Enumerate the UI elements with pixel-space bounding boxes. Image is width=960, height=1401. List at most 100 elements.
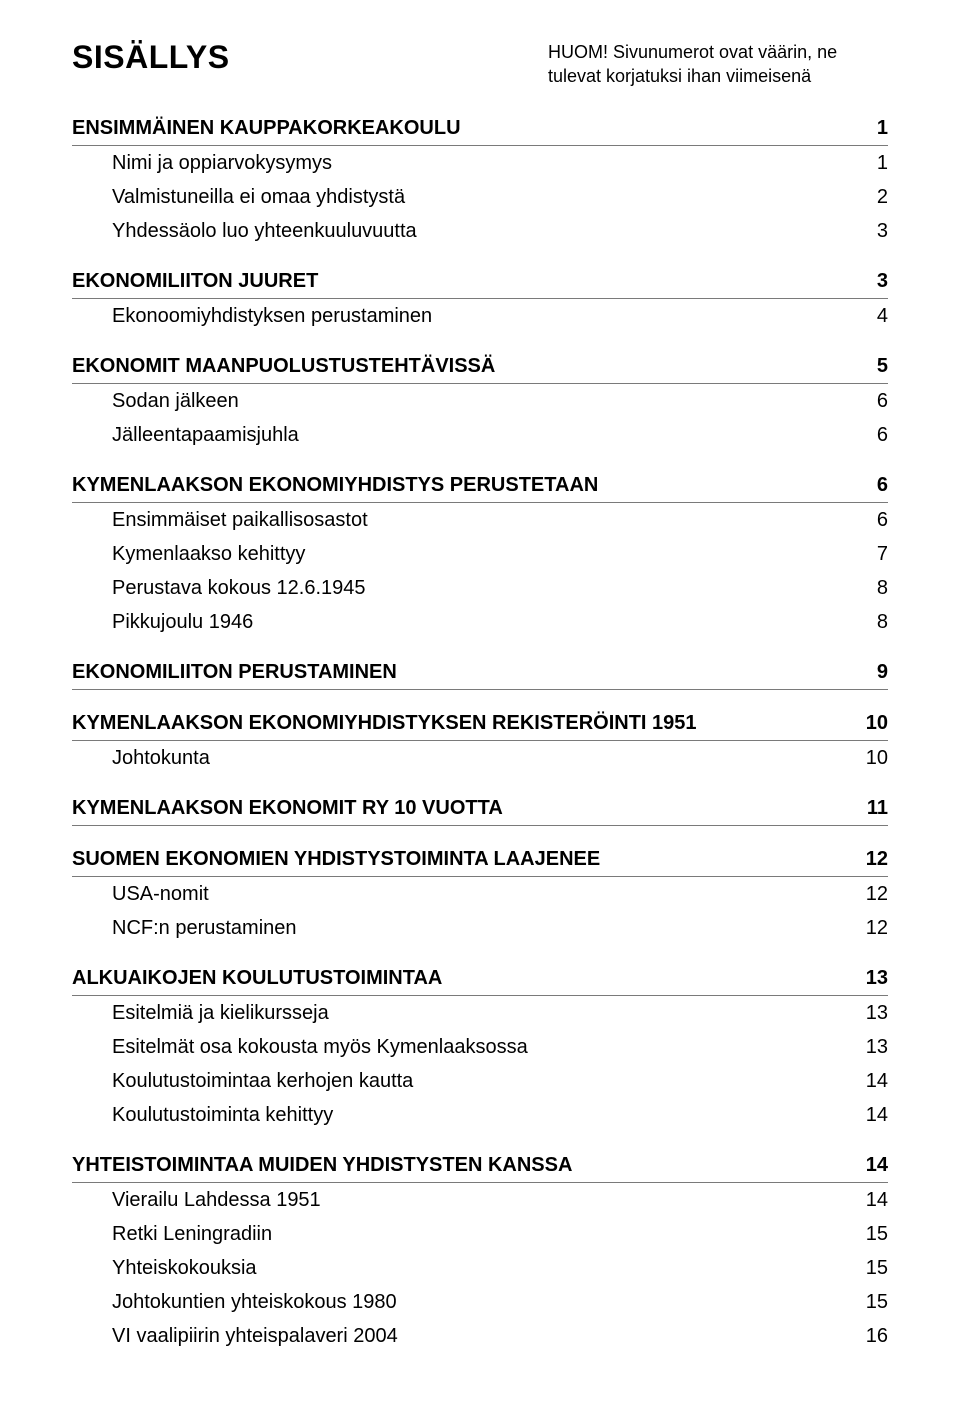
toc-heading-row: SUOMEN EKONOMIEN YHDISTYSTOIMINTA LAAJEN… — [72, 842, 888, 877]
toc-label: Johtokunta — [72, 745, 210, 772]
toc-sub-row: Perustava kokous 12.6.1945 8 — [72, 571, 888, 605]
toc-heading-row: KYMENLAAKSON EKONOMIT RY 10 VUOTTA 11 — [72, 791, 888, 826]
toc-spacer — [72, 826, 888, 842]
toc-page-number: 10 — [848, 710, 888, 737]
toc-sub-row: Nimi ja oppiarvokysymys 1 — [72, 146, 888, 180]
toc-page-number: 15 — [848, 1255, 888, 1282]
toc-label: Jälleentapaamisjuhla — [72, 422, 299, 449]
toc-label: Vierailu Lahdessa 1951 — [72, 1187, 321, 1214]
toc-page-number: 3 — [848, 218, 888, 245]
toc-sub-row: Sodan jälkeen6 — [72, 384, 888, 418]
toc-page-number: 1 — [848, 150, 888, 177]
toc-heading-row: EKONOMILIITON PERUSTAMINEN 9 — [72, 655, 888, 690]
toc-label: Esitelmiä ja kielikursseja — [72, 1000, 329, 1027]
toc-heading-row: KYMENLAAKSON EKONOMIYHDISTYS PERUSTETAAN… — [72, 468, 888, 503]
toc-page-number: 11 — [848, 795, 888, 822]
toc-label: Retki Leningradiin — [72, 1221, 272, 1248]
toc-spacer — [72, 248, 888, 264]
toc-spacer — [72, 333, 888, 349]
toc-label: Koulutustoiminta kehittyy — [72, 1102, 333, 1129]
toc-sub-row: Retki Leningradiin 15 — [72, 1217, 888, 1251]
toc-page-number: 8 — [848, 575, 888, 602]
toc-heading-row: YHTEISTOIMINTAA MUIDEN YHDISTYSTEN KANSS… — [72, 1148, 888, 1183]
toc-sub-row: Ensimmäiset paikallisosastot6 — [72, 503, 888, 537]
toc-label: Esitelmät osa kokousta myös Kymenlaaksos… — [72, 1034, 528, 1061]
toc-spacer — [72, 775, 888, 791]
toc-page-number: 6 — [848, 507, 888, 534]
page-title: SISÄLLYS — [72, 36, 230, 79]
toc-heading-row: ALKUAIKOJEN KOULUTUSTOIMINTAA 13 — [72, 961, 888, 996]
toc-label: ALKUAIKOJEN KOULUTUSTOIMINTAA — [72, 965, 442, 992]
title-row: SISÄLLYS HUOM! Sivunumerot ovat väärin, … — [72, 36, 888, 89]
toc-page-number: 6 — [848, 472, 888, 499]
table-of-contents: ENSIMMÄINEN KAUPPAKORKEAKOULU1Nimi ja op… — [72, 111, 888, 1353]
toc-page-number: 12 — [848, 881, 888, 908]
toc-sub-row: Koulutustoimintaa kerhojen kautta 14 — [72, 1064, 888, 1098]
toc-sub-row: Johtokuntien yhteiskokous 1980 15 — [72, 1285, 888, 1319]
toc-sub-row: Ekonoomiyhdistyksen perustaminen 4 — [72, 299, 888, 333]
toc-page-number: 4 — [848, 303, 888, 330]
toc-sub-row: VI vaalipiirin yhteispalaveri 2004 16 — [72, 1319, 888, 1353]
toc-label: Ekonoomiyhdistyksen perustaminen — [72, 303, 432, 330]
toc-spacer — [72, 690, 888, 706]
toc-sub-row: Yhteiskokouksia 15 — [72, 1251, 888, 1285]
toc-page-number: 9 — [848, 659, 888, 686]
toc-sub-row: Pikkujoulu 1946 8 — [72, 605, 888, 639]
toc-page-number: 14 — [848, 1187, 888, 1214]
toc-page-number: 5 — [848, 353, 888, 380]
toc-spacer — [72, 452, 888, 468]
toc-label: Yhdessäolo luo yhteenkuuluvuutta — [72, 218, 417, 245]
toc-page-number: 14 — [848, 1068, 888, 1095]
toc-label: Valmistuneilla ei omaa yhdistystä — [72, 184, 405, 211]
toc-page-number: 15 — [848, 1289, 888, 1316]
toc-label: YHTEISTOIMINTAA MUIDEN YHDISTYSTEN KANSS… — [72, 1152, 572, 1179]
toc-sub-row: Yhdessäolo luo yhteenkuuluvuutta 3 — [72, 214, 888, 248]
toc-heading-row: EKONOMIT MAANPUOLUSTUSTEHTÄVISSÄ 5 — [72, 349, 888, 384]
toc-heading-row: KYMENLAAKSON EKONOMIYHDISTYKSEN REKISTER… — [72, 706, 888, 741]
toc-page-number: 15 — [848, 1221, 888, 1248]
toc-page-number: 8 — [848, 609, 888, 636]
toc-page-number: 13 — [848, 1034, 888, 1061]
toc-sub-row: USA-nomit 12 — [72, 877, 888, 911]
toc-sub-row: Koulutustoiminta kehittyy 14 — [72, 1098, 888, 1132]
toc-spacer — [72, 1132, 888, 1148]
toc-page-number: 10 — [848, 745, 888, 772]
toc-label: EKONOMILIITON PERUSTAMINEN — [72, 659, 397, 686]
toc-label: Perustava kokous 12.6.1945 — [72, 575, 366, 602]
toc-label: USA-nomit — [72, 881, 209, 908]
toc-label: Pikkujoulu 1946 — [72, 609, 253, 636]
toc-sub-row: NCF:n perustaminen12 — [72, 911, 888, 945]
toc-page-number: 12 — [848, 846, 888, 873]
toc-sub-row: Jälleentapaamisjuhla6 — [72, 418, 888, 452]
toc-page-number: 13 — [848, 965, 888, 992]
toc-label: Yhteiskokouksia — [72, 1255, 257, 1282]
toc-heading-row: ENSIMMÄINEN KAUPPAKORKEAKOULU1 — [72, 111, 888, 146]
toc-sub-row: Esitelmiä ja kielikursseja 13 — [72, 996, 888, 1030]
toc-heading-row: EKONOMILIITON JUURET 3 — [72, 264, 888, 299]
toc-page-number: 2 — [848, 184, 888, 211]
toc-label: SUOMEN EKONOMIEN YHDISTYSTOIMINTA LAAJEN… — [72, 846, 600, 873]
toc-page-number: 6 — [848, 388, 888, 415]
toc-label: NCF:n perustaminen — [72, 915, 297, 942]
toc-label: EKONOMILIITON JUURET — [72, 268, 318, 295]
toc-sub-row: Esitelmät osa kokousta myös Kymenlaaksos… — [72, 1030, 888, 1064]
toc-sub-row: Johtokunta 10 — [72, 741, 888, 775]
toc-page-number: 14 — [848, 1102, 888, 1129]
page-note: HUOM! Sivunumerot ovat väärin, ne tuleva… — [548, 40, 888, 89]
toc-page-number: 14 — [848, 1152, 888, 1179]
toc-page-number: 7 — [848, 541, 888, 568]
toc-label: Kymenlaakso kehittyy — [72, 541, 305, 568]
toc-sub-row: Vierailu Lahdessa 1951 14 — [72, 1183, 888, 1217]
toc-sub-row: Kymenlaakso kehittyy 7 — [72, 537, 888, 571]
toc-label: KYMENLAAKSON EKONOMIYHDISTYS PERUSTETAAN — [72, 472, 598, 499]
toc-sub-row: Valmistuneilla ei omaa yhdistystä 2 — [72, 180, 888, 214]
toc-label: Johtokuntien yhteiskokous 1980 — [72, 1289, 397, 1316]
toc-label: VI vaalipiirin yhteispalaveri 2004 — [72, 1323, 398, 1350]
toc-label: Koulutustoimintaa kerhojen kautta — [72, 1068, 413, 1095]
toc-label: KYMENLAAKSON EKONOMIT RY 10 VUOTTA — [72, 795, 503, 822]
toc-label: Nimi ja oppiarvokysymys — [72, 150, 332, 177]
toc-page-number: 13 — [848, 1000, 888, 1027]
toc-page-number: 3 — [848, 268, 888, 295]
toc-page-number: 16 — [848, 1323, 888, 1350]
toc-label: EKONOMIT MAANPUOLUSTUSTEHTÄVISSÄ — [72, 353, 495, 380]
